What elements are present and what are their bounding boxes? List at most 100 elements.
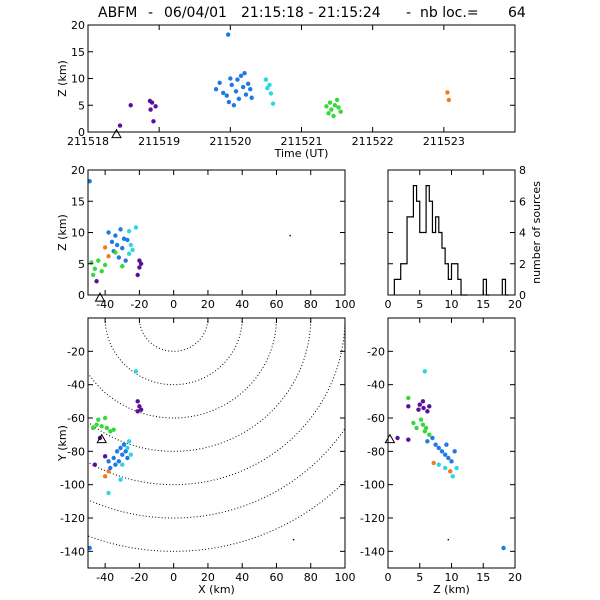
source-point (113, 462, 118, 467)
source-point (123, 449, 128, 454)
histogram-bar (439, 233, 442, 296)
source-point (135, 399, 140, 404)
source-point (137, 265, 142, 270)
source-point (420, 422, 426, 427)
figure-title: ABFM - 06/04/01 21:15:18 - 21:15:24 - nb… (98, 5, 526, 21)
x-tick-label: -40 (96, 571, 114, 584)
source-point (135, 409, 140, 414)
histogram-bar (401, 264, 404, 295)
panel-frame (87, 169, 346, 296)
histogram-bar (420, 233, 423, 296)
source-point (118, 445, 123, 451)
y-tick-label: -140 (360, 545, 385, 558)
source-point (120, 452, 125, 457)
source-point (147, 98, 153, 104)
x-tick-label: 10 (445, 571, 459, 584)
source-point (248, 87, 253, 92)
source-point (447, 538, 450, 541)
source-point (430, 435, 435, 441)
y-tick-label: 8 (519, 164, 526, 177)
source-point (226, 99, 232, 105)
source-point (114, 449, 120, 454)
source-point (88, 179, 92, 184)
x-axis-label: Z (km) (433, 583, 470, 596)
source-point (450, 474, 455, 479)
source-point (118, 477, 123, 482)
source-point (221, 90, 226, 96)
panel-frame (387, 317, 516, 569)
x-tick-label: 20 (201, 571, 215, 584)
x-tick-label: 20 (508, 298, 522, 311)
source-point (416, 407, 421, 412)
source-point (327, 100, 333, 105)
source-point (106, 490, 111, 496)
source-point (114, 242, 120, 248)
source-point (148, 107, 153, 112)
source-point (125, 445, 130, 451)
source-point (270, 101, 276, 106)
source-point (125, 237, 130, 243)
source-point (243, 92, 249, 97)
y-tick-label: 4 (519, 227, 526, 240)
source-point (289, 234, 291, 237)
histogram-bar (423, 233, 426, 296)
station-triangle-icon (94, 292, 106, 302)
title-dash-2: - (406, 5, 411, 21)
source-point (229, 82, 234, 88)
source-point (442, 452, 448, 457)
source-point (96, 417, 101, 422)
y-tick-label: 15 (71, 195, 85, 208)
source-point (334, 97, 340, 103)
y-tick-label: 0 (78, 126, 85, 139)
histogram-bar (417, 201, 420, 295)
source-point (406, 437, 411, 442)
source-point (233, 89, 239, 94)
source-point (448, 469, 453, 474)
source-point (137, 404, 142, 409)
x-tick-label: 15 (476, 571, 490, 584)
title-count: 64 (508, 5, 526, 21)
source-point (406, 395, 411, 401)
source-point (326, 111, 331, 116)
y-tick-label: 5 (78, 258, 85, 271)
source-point (418, 417, 424, 422)
x-tick-label: 20 (508, 571, 522, 584)
y-axis-label: Y (km) (56, 425, 69, 462)
y-tick-label: -20 (67, 345, 85, 358)
x-tick-label: 0 (170, 571, 177, 584)
source-point (446, 455, 451, 461)
source-point (242, 70, 247, 76)
source-point (128, 452, 134, 457)
source-point (128, 103, 133, 108)
source-point (421, 405, 426, 411)
source-point (422, 429, 428, 434)
y-tick-label: -80 (367, 445, 385, 458)
x-tick-label: 211520 (209, 135, 251, 148)
source-point (111, 427, 116, 432)
histogram-bar (394, 279, 397, 295)
x-tick-label: 5 (416, 298, 423, 311)
source-point (444, 442, 449, 447)
source-point (422, 369, 428, 374)
x-tick-label: -40 (96, 298, 114, 311)
source-point (106, 469, 111, 474)
source-point (427, 404, 432, 409)
source-point (425, 439, 430, 444)
histogram-bar (502, 279, 505, 295)
source-point (118, 227, 123, 232)
source-point (431, 460, 436, 466)
source-point (224, 93, 229, 98)
source-point (111, 455, 116, 461)
source-point (113, 233, 118, 238)
source-point (411, 420, 416, 426)
source-point (245, 81, 251, 87)
x-tick-label: 20 (201, 298, 215, 311)
source-point (217, 80, 222, 85)
source-point (113, 250, 118, 255)
source-point (133, 225, 139, 230)
source-point (235, 77, 240, 82)
source-point (213, 87, 219, 92)
x-tick-label: 211519 (138, 135, 180, 148)
source-point (329, 107, 334, 112)
